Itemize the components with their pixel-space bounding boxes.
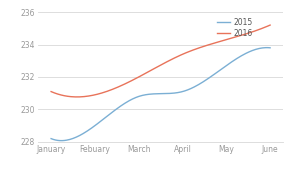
2016 [58,94,62,96]
2016 [91,94,95,96]
Legend: 2015, 2016: 2015, 2016 [213,15,256,41]
2015 [268,47,272,49]
2016 [49,90,53,93]
2015 [58,140,62,142]
2015 [265,47,269,49]
2015 [49,138,53,140]
2016 [62,95,66,97]
2015 [258,47,262,49]
Line: 2015: 2015 [51,48,270,141]
2016 [76,96,79,98]
2016 [251,31,254,33]
2015 [109,112,112,115]
2016 [258,28,262,30]
2015 [64,139,67,141]
2016 [268,24,272,26]
2015 [59,140,63,142]
2016 [109,89,112,91]
Line: 2016: 2016 [51,25,270,97]
2015 [91,126,95,128]
2015 [251,49,254,52]
